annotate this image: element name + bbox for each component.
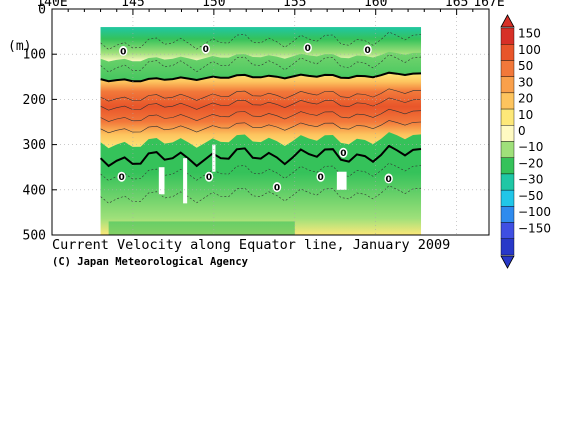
colorbar-label: 0 [518, 124, 526, 138]
x-tick-label: 160 [364, 0, 387, 10]
colorbar-label: −30 [518, 173, 543, 187]
missing-data-gaps [158, 144, 347, 204]
missing-data-gap [212, 144, 216, 172]
contour-label: 0 [384, 173, 393, 185]
svg-text:0: 0 [318, 173, 324, 183]
colorbar-swatch [500, 60, 515, 77]
missing-data-gap [158, 167, 165, 195]
upper-layer [100, 27, 422, 62]
colorbar-label: −50 [518, 189, 543, 203]
chart-credit: (C) Japan Meteorological Agency [52, 256, 249, 268]
contour-label: 0 [204, 171, 214, 183]
x-tick-label: 155 [283, 0, 306, 10]
missing-data-gap [336, 171, 347, 190]
svg-text:0: 0 [305, 44, 311, 54]
colorbar-swatch [500, 125, 515, 142]
y-tick-label: 400 [23, 183, 46, 198]
colorbar-label: −10 [518, 140, 543, 154]
contour-line [100, 97, 422, 111]
colorbar-label: −20 [518, 156, 543, 170]
svg-text:0: 0 [340, 149, 346, 159]
colorbar-bottom-arrow [500, 255, 515, 269]
y-tick-label: 0 [38, 3, 46, 18]
velocity-field [100, 27, 422, 235]
contour-label: 0 [201, 43, 210, 55]
y-tick-label: 500 [23, 229, 46, 244]
colorbar-label: 50 [518, 59, 533, 73]
colorbar-swatch [500, 206, 515, 223]
x-tick-label: 140E [36, 0, 67, 10]
x-axis: 140E 145 150 155 160 165 167E [36, 0, 505, 15]
svg-text:0: 0 [386, 175, 392, 185]
colorbar-top-arrow [500, 14, 515, 28]
colorbar-swatch [500, 76, 515, 94]
svg-text:0: 0 [274, 183, 280, 193]
svg-text:0: 0 [120, 47, 126, 57]
contour-label: 0 [363, 44, 372, 56]
contour-label: 0 [339, 147, 348, 159]
y-tick-label: 200 [23, 93, 46, 108]
x-tick-label: 165 [445, 0, 468, 10]
svg-text:0: 0 [118, 173, 124, 183]
colorbar-label: −150 [518, 221, 551, 235]
contour-line [100, 108, 422, 122]
contour-label: 0 [119, 46, 128, 57]
svg-text:0: 0 [364, 46, 370, 56]
colorbar-swatch [500, 92, 515, 110]
contour-label: 0 [117, 171, 126, 183]
y-axis: 0 100 200 300 400 500 (m) [8, 3, 57, 244]
plot-area [99, 27, 422, 235]
contour-label: 0 [316, 171, 325, 183]
contour-labels: 0 0 0 0 0 0 0 0 0 0 [117, 42, 393, 193]
colorbar-label: −100 [518, 205, 551, 219]
deep-layer [108, 221, 295, 235]
colorbar-label: 150 [518, 27, 541, 41]
y-tick-label: 100 [23, 48, 46, 63]
colorbar-label: 20 [518, 92, 533, 106]
undercurrent-core [100, 72, 421, 149]
colorbar-label: 10 [518, 108, 533, 122]
colorbar-label: 100 [518, 43, 541, 57]
contour-label: 0 [303, 42, 312, 54]
plot-frame [51, 8, 490, 236]
colorbar-swatch [500, 27, 515, 45]
zero-contour-lower [99, 144, 422, 168]
contour-line [100, 88, 422, 102]
colorbar-label: 30 [518, 75, 533, 89]
contour-lines [99, 31, 422, 204]
colorbar-swatch [500, 157, 515, 175]
colorbar-swatch [500, 108, 515, 126]
colorbar-swatch [500, 44, 515, 61]
zero-contour-upper [100, 71, 422, 83]
contour-label: 0 [272, 182, 282, 193]
colorbar-swatch [500, 173, 515, 191]
chart-title: Current Velocity along Equator line, Jan… [52, 237, 450, 253]
x-tick-label: 145 [121, 0, 144, 10]
colorbar-swatch [500, 222, 515, 239]
x-tick-label: 167E [473, 0, 504, 10]
y-tick-label: 300 [23, 138, 46, 153]
colorbar-swatch [500, 189, 515, 207]
svg-text:0: 0 [203, 45, 209, 55]
svg-text:0: 0 [206, 173, 212, 183]
colorbar-swatch [500, 141, 515, 158]
contour-line [100, 120, 422, 134]
x-tick-label: 150 [202, 0, 225, 10]
colorbar-swatch [500, 238, 515, 256]
y-unit-label: (m) [8, 39, 31, 54]
missing-data-gap [183, 158, 188, 204]
